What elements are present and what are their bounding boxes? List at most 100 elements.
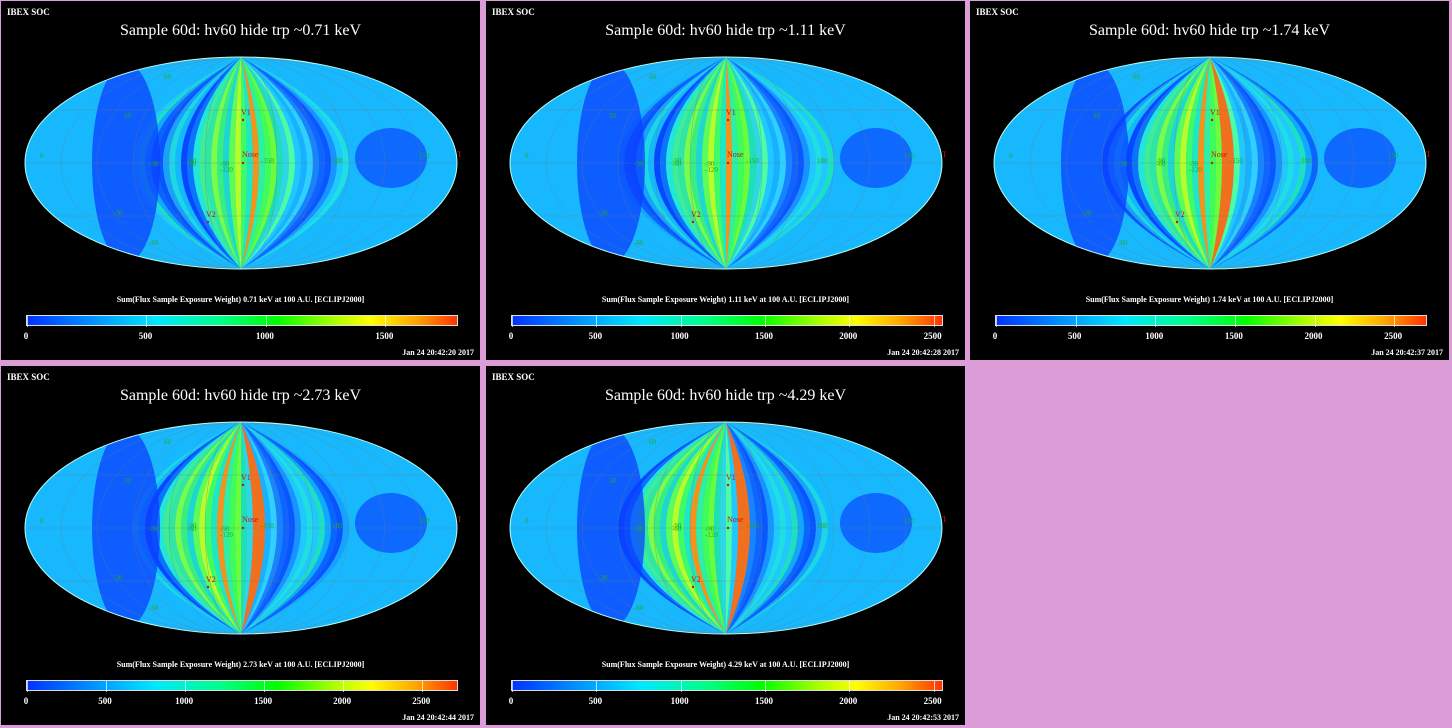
map-label: V2 bbox=[206, 575, 216, 584]
colorbar-tick-label: 0 bbox=[23, 331, 29, 341]
map-label: -90 bbox=[705, 525, 715, 533]
colorbar-tick-label: 1500 bbox=[754, 696, 773, 706]
colorbar-tick-label: 2500 bbox=[923, 696, 942, 706]
colorbar-tick bbox=[343, 681, 345, 692]
skymap-panel: IBEX SOC Sample 60d: hv60 hide trp ~0.71… bbox=[1, 1, 480, 360]
map-label: 60 bbox=[649, 438, 657, 446]
map-label: -30 bbox=[1118, 160, 1128, 168]
map-label: -150 bbox=[261, 157, 274, 165]
colorbar-tick-label: 1500 bbox=[375, 331, 394, 341]
colorbar-tick-label: 500 bbox=[588, 331, 603, 341]
colorbar-title: Sum(Flux Sample Exposure Weight) 1.74 ke… bbox=[1085, 295, 1334, 304]
marker-dot bbox=[691, 220, 695, 224]
map-label: 60 bbox=[164, 73, 172, 81]
map-label: -120 bbox=[220, 166, 233, 174]
colorbar-tick-label: 0 bbox=[508, 331, 514, 341]
colorbar-tick bbox=[1314, 316, 1316, 327]
colorbar-tick bbox=[185, 681, 187, 692]
map-label: -90 bbox=[672, 522, 682, 530]
map-outline bbox=[24, 56, 458, 270]
map-label: -30 bbox=[598, 209, 608, 217]
low-flux-region bbox=[355, 493, 427, 553]
colorbar-tick bbox=[265, 316, 267, 327]
colorbar-tick bbox=[933, 316, 935, 327]
panel-title: Sample 60d: hv60 hide trp ~1.11 keV bbox=[605, 22, 846, 39]
timestamp: Jan 24 20:42:20 2017 bbox=[402, 348, 474, 357]
map-label: -30 bbox=[113, 209, 123, 217]
colorbar-tick-label: 2500 bbox=[1384, 331, 1403, 341]
map-label: -90 bbox=[1189, 160, 1199, 168]
colorbar-tick bbox=[264, 681, 266, 692]
map-label: Tail bbox=[942, 150, 946, 159]
timestamp: Jan 24 20:42:44 2017 bbox=[402, 713, 474, 722]
map-label: -150 bbox=[1230, 157, 1243, 165]
colorbar-tick-label: 500 bbox=[588, 696, 603, 706]
marker-dot bbox=[241, 526, 245, 530]
skymap-panel: IBEX SOC Sample 60d: hv60 hide trp ~4.29… bbox=[486, 366, 965, 725]
map-label: Nose bbox=[242, 515, 259, 524]
marker-dot bbox=[206, 585, 210, 589]
map-label: 150 bbox=[904, 152, 915, 160]
map-label: -60 bbox=[634, 239, 644, 247]
map-label: V2 bbox=[206, 210, 216, 219]
map-label: -60 bbox=[187, 160, 197, 168]
colorbar-tick-label: 1000 bbox=[1145, 331, 1164, 341]
map-label: -150 bbox=[746, 522, 759, 530]
colorbar-tick bbox=[385, 316, 387, 327]
map-label: 180 bbox=[332, 157, 343, 165]
colorbar-tick-label: 2000 bbox=[839, 331, 858, 341]
map-label: -60 bbox=[1156, 160, 1166, 168]
map-outline bbox=[993, 56, 1427, 270]
low-flux-region bbox=[1324, 128, 1396, 188]
marker-dot bbox=[691, 585, 695, 589]
map-label: -30 bbox=[598, 574, 608, 582]
map-label: -90 bbox=[705, 160, 715, 168]
map-outline bbox=[509, 421, 943, 635]
panel-title: Sample 60d: hv60 hide trp ~1.74 keV bbox=[1088, 22, 1331, 39]
map-label: -30 bbox=[113, 574, 123, 582]
marker-dot bbox=[726, 483, 730, 487]
map-label: -90 bbox=[672, 157, 682, 165]
colorbar bbox=[26, 315, 458, 327]
colorbar-tick bbox=[1394, 316, 1396, 327]
map-label: Tail bbox=[1426, 150, 1430, 159]
timestamp: Jan 24 20:42:28 2017 bbox=[887, 348, 959, 357]
timestamp: Jan 24 20:42:53 2017 bbox=[887, 713, 959, 722]
panel-header: IBEX SOC bbox=[7, 7, 50, 17]
colorbar-title: Sum(Flux Sample Exposure Weight) 2.73 ke… bbox=[116, 660, 365, 669]
map-label: 180 bbox=[817, 157, 828, 165]
map-label: -60 bbox=[672, 525, 682, 533]
map-label: -30 bbox=[149, 160, 159, 168]
colorbar-tick bbox=[1155, 316, 1157, 327]
map-label: Nose bbox=[727, 515, 744, 524]
map-label: 30 bbox=[609, 477, 617, 485]
map-label: 0 bbox=[525, 152, 529, 160]
colorbar bbox=[995, 315, 1427, 327]
colorbar-tick bbox=[764, 316, 766, 327]
map-label: V2 bbox=[1175, 210, 1185, 219]
map-label: -150 bbox=[261, 522, 274, 530]
colorbar-tick bbox=[933, 681, 935, 692]
map-label: -120 bbox=[705, 531, 718, 539]
map-label: V2 bbox=[691, 575, 701, 584]
marker-dot bbox=[241, 118, 245, 122]
map-label: 0 bbox=[40, 152, 44, 160]
map-label: 30 bbox=[1093, 112, 1101, 120]
panel-title: Sample 60d: hv60 hide trp ~2.73 keV bbox=[119, 387, 362, 404]
map-label: 180 bbox=[1301, 157, 1312, 165]
colorbar-tick-label: 1000 bbox=[175, 696, 194, 706]
colorbar-tick-label: 500 bbox=[1067, 331, 1082, 341]
map-label: -90 bbox=[187, 157, 197, 165]
colorbar-tick-label: 1500 bbox=[754, 331, 773, 341]
colorbar-tick bbox=[1075, 316, 1077, 327]
colorbar-tick bbox=[680, 681, 682, 692]
map-label: 150 bbox=[419, 517, 430, 525]
marker-dot bbox=[1175, 220, 1179, 224]
colorbar-tick bbox=[764, 681, 766, 692]
map-label: -60 bbox=[672, 160, 682, 168]
map-label: -120 bbox=[705, 166, 718, 174]
colorbar-tick-label: 0 bbox=[992, 331, 998, 341]
map-label: -120 bbox=[220, 531, 233, 539]
